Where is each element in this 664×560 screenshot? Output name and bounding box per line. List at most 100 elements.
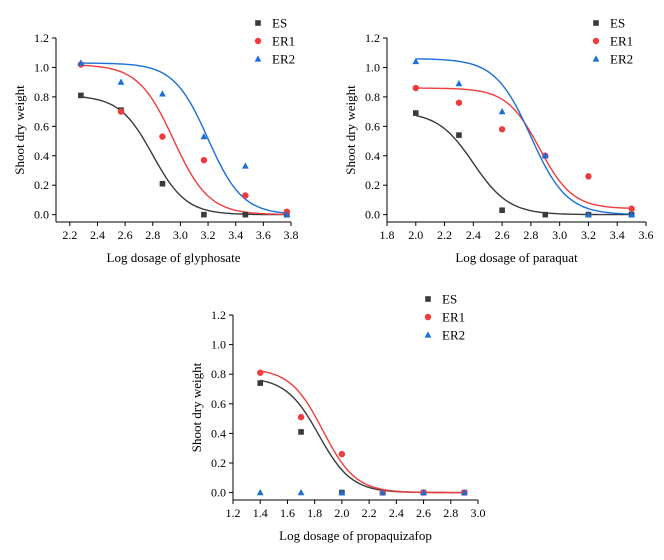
chart-panel-2: 0.0 0.2 0.4 0.6 0.8 1.0 1.2 1.8 2.0 2.2 2.4 2.6 2.8 3… xyxy=(343,16,654,266)
legend-label-er2: ER2 xyxy=(610,52,633,67)
y-tick-label: 0.2 xyxy=(365,178,380,192)
legend-marker-er2 xyxy=(592,55,600,62)
data-point-es xyxy=(412,110,419,116)
x-tick-label: 2.0 xyxy=(408,228,423,242)
data-point-er1 xyxy=(498,126,506,133)
x-tick-label: 2.4 xyxy=(90,228,105,242)
data-point-es xyxy=(159,180,166,187)
fit-curve-es xyxy=(80,96,287,216)
data-point-er2 xyxy=(256,489,264,496)
data-point-er1 xyxy=(338,450,346,458)
x-tick-label: 2.2 xyxy=(62,228,77,242)
y-tick-label: 0.0 xyxy=(211,486,226,500)
y-tick-label: 0.2 xyxy=(211,456,226,470)
x-tick-label: 2.6 xyxy=(118,228,133,242)
y-tick-label: 0.2 xyxy=(34,178,49,192)
data-point-er2 xyxy=(117,78,125,85)
legend-marker-es xyxy=(425,296,431,302)
legend-label-er1: ER1 xyxy=(442,310,465,325)
x-tick-label: 2.6 xyxy=(416,506,431,520)
y-tick-label: 0.0 xyxy=(365,208,380,222)
data-point-er2 xyxy=(297,489,305,496)
x-tick-label: 3.0 xyxy=(173,228,188,242)
y-tick-label: 0.0 xyxy=(34,208,49,222)
data-point-er2 xyxy=(379,489,387,496)
data-point-er1 xyxy=(412,84,419,92)
x-axis-label: Log dosage of propaquizafop xyxy=(279,528,432,543)
data-point-es xyxy=(499,207,505,214)
x-axis-label: Log dosage of paraquat xyxy=(455,250,578,265)
data-point-er1 xyxy=(585,173,592,180)
legend-marker-er2 xyxy=(424,331,432,338)
data-point-es xyxy=(542,211,549,218)
data-point-er2 xyxy=(159,90,166,97)
x-tick-label: 3.2 xyxy=(581,228,596,242)
x-tick-label: 1.8 xyxy=(307,506,322,520)
y-tick-label: 0.6 xyxy=(34,119,49,133)
data-point-er1 xyxy=(159,133,166,140)
fit-curve-er1 xyxy=(415,87,632,209)
data-point-er2 xyxy=(541,152,549,159)
fit-curve-er2 xyxy=(80,62,287,214)
legend-label-es: ES xyxy=(272,16,287,31)
data-point-er2 xyxy=(283,211,291,218)
data-point-er2 xyxy=(585,211,592,218)
y-tick-label: 0.8 xyxy=(34,90,49,104)
x-tick-label: 3.4 xyxy=(228,228,243,242)
x-tick-label: 2.6 xyxy=(495,228,510,242)
y-tick-label: 0.6 xyxy=(211,397,226,411)
chart-panel-1: 0.0 0.2 0.4 0.6 0.8 1.0 1.2 2.2 2.4 2.6 2.8 3.0 3.2 3… xyxy=(12,16,299,266)
x-tick-label: 1.2 xyxy=(226,506,241,520)
data-point-er2 xyxy=(241,162,249,169)
y-tick-label: 1.0 xyxy=(365,60,380,74)
legend-marker-er2 xyxy=(254,55,262,62)
legend-label-es: ES xyxy=(442,292,457,307)
legend-label-er1: ER1 xyxy=(610,34,633,49)
data-point-er2 xyxy=(420,489,427,496)
x-tick-label: 3.2 xyxy=(201,228,216,242)
x-tick-label: 1.8 xyxy=(380,228,395,242)
y-axis-label: Shoot dry weight xyxy=(189,362,204,452)
legend-label-es: ES xyxy=(610,16,625,31)
legend-label-er2: ER2 xyxy=(272,52,295,67)
y-tick-label: 0.6 xyxy=(365,119,380,133)
data-point-er2 xyxy=(498,108,506,115)
y-tick-label: 0.8 xyxy=(365,90,380,104)
data-point-er2 xyxy=(460,489,468,496)
fit-curve-er2 xyxy=(415,58,632,215)
data-point-er1 xyxy=(628,205,635,212)
y-tick-label: 0.4 xyxy=(34,149,49,163)
x-tick-label: 2.8 xyxy=(145,228,160,242)
y-tick-label: 1.2 xyxy=(34,31,49,45)
legend-marker-es xyxy=(593,20,599,26)
data-point-er2 xyxy=(628,211,636,218)
x-tick-label: 2.0 xyxy=(334,506,349,520)
data-point-es xyxy=(456,132,462,138)
chart-panel-3: 0.0 0.2 0.4 0.6 0.8 1.0 1.2 1.2 1.4 1.6 1.8 2.0 2.2 2… xyxy=(189,292,486,544)
x-tick-label: 2.8 xyxy=(523,228,538,242)
y-tick-label: 1.2 xyxy=(211,308,226,322)
legend-marker-er1 xyxy=(254,37,262,45)
legend-marker-er1 xyxy=(592,37,600,45)
data-point-er2 xyxy=(200,133,208,140)
x-tick-label: 3.0 xyxy=(552,228,567,242)
legend-label-er2: ER2 xyxy=(442,328,465,343)
x-tick-label: 2.8 xyxy=(443,506,458,520)
data-point-es xyxy=(257,380,264,386)
y-tick-label: 0.4 xyxy=(365,149,380,163)
data-point-er1 xyxy=(200,156,208,164)
legend-label-er1: ER1 xyxy=(272,34,295,49)
y-tick-label: 0.4 xyxy=(211,426,226,440)
x-tick-label: 3.8 xyxy=(284,228,299,242)
x-tick-label: 3.0 xyxy=(471,506,486,520)
legend-marker-es xyxy=(255,20,261,26)
data-point-er1 xyxy=(257,369,264,376)
data-point-es xyxy=(78,92,84,99)
x-axis-label: Log dosage of glyphosate xyxy=(107,250,241,265)
legend-marker-er1 xyxy=(424,313,432,321)
x-tick-label: 2.2 xyxy=(362,506,377,520)
data-point-es xyxy=(298,429,304,435)
x-tick-label: 2.2 xyxy=(437,228,452,242)
data-point-er1 xyxy=(117,108,125,115)
